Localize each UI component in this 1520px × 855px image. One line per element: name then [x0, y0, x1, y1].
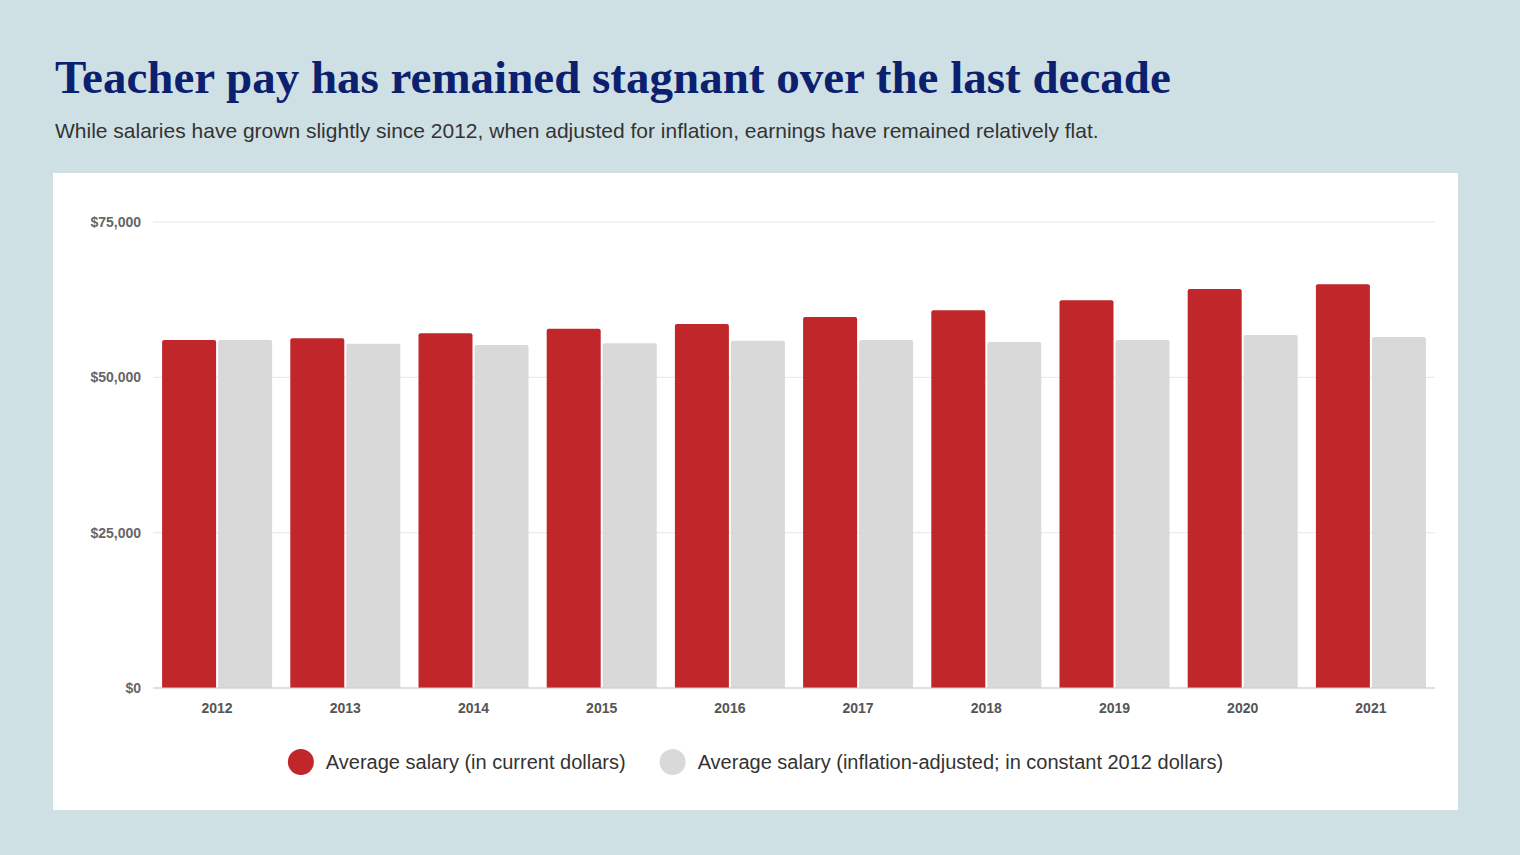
subtitle: While salaries have grown slightly since…: [55, 119, 1099, 142]
y-tick-label: $75,000: [90, 214, 141, 230]
bar: [419, 333, 473, 688]
x-tick-label: 2013: [330, 700, 361, 716]
y-tick-label: $25,000: [90, 525, 141, 541]
bar: [1116, 340, 1170, 688]
bar: [603, 343, 657, 688]
bar: [1316, 284, 1370, 688]
legend-label: Average salary (in current dollars): [326, 751, 626, 773]
bar: [218, 340, 272, 688]
legend-marker: [288, 749, 314, 775]
bar: [803, 317, 857, 688]
grid-line: [153, 532, 1435, 533]
y-tick-label: $50,000: [90, 369, 141, 385]
chart: Teacher pay has remained stagnant over t…: [0, 0, 1520, 855]
bars: [162, 284, 1426, 688]
legend-label: Average salary (inflation-adjusted; in c…: [698, 751, 1224, 773]
bar: [346, 344, 400, 688]
x-tick-label: 2020: [1227, 700, 1258, 716]
x-tick-label: 2019: [1099, 700, 1130, 716]
bar: [675, 324, 729, 688]
background: [0, 0, 1520, 855]
bar: [859, 340, 913, 688]
grid-line: [153, 688, 1435, 689]
y-tick-label: $0: [125, 680, 141, 696]
bar: [547, 329, 601, 688]
x-axis: [153, 688, 1435, 689]
bar: [931, 310, 985, 688]
bar: [1244, 335, 1298, 688]
legend: Average salary (in current dollars) Avera…: [288, 749, 1223, 775]
x-tick-label: 2014: [458, 700, 489, 716]
bar: [1372, 337, 1426, 688]
bar: [290, 338, 344, 688]
panel: [53, 173, 1458, 810]
grid-line: [153, 222, 1435, 223]
bar: [987, 342, 1041, 688]
x-tick-label: 2017: [843, 700, 874, 716]
x-tick-label: 2021: [1355, 700, 1386, 716]
x-tick-label: 2015: [586, 700, 617, 716]
grid-line: [153, 377, 1435, 378]
bar: [162, 340, 216, 688]
bar: [1188, 289, 1242, 688]
x-tick-label: 2018: [971, 700, 1002, 716]
x-tick-label: 2016: [714, 700, 745, 716]
x-tick-label: 2012: [202, 700, 233, 716]
bar: [1060, 300, 1114, 688]
bar: [475, 345, 529, 688]
bar: [731, 341, 785, 688]
title: Teacher pay has remained stagnant over t…: [55, 51, 1171, 103]
legend-marker: [660, 749, 686, 775]
